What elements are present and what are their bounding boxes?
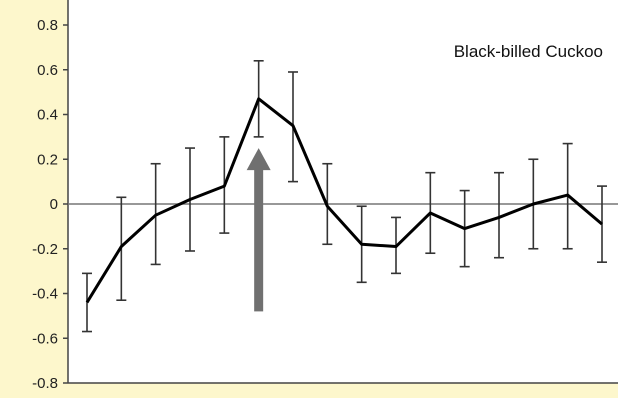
y-tick-label: -0.6: [32, 330, 58, 347]
y-tick-label: 0.4: [37, 107, 58, 124]
annotation-arrow: [246, 148, 271, 312]
arrow-head: [246, 148, 271, 171]
y-tick-label: 0.6: [37, 62, 58, 79]
y-tick-label: 0.8: [37, 17, 58, 34]
y-tick-label: 0.2: [37, 151, 58, 168]
y-tick-label: -0.8: [32, 375, 58, 392]
chart-title: Black-billed Cuckoo: [454, 42, 603, 61]
y-tick-label: -0.4: [32, 286, 58, 303]
arrow-shaft: [254, 168, 264, 312]
y-tick-label: 0: [50, 196, 58, 213]
series-line: [85, 97, 603, 304]
y-tick-label: -0.2: [32, 241, 58, 258]
y-axis: 0.8 0.6 0.4 0.2 0 -0.2 -0.4 -0.6 -0.8: [32, 0, 618, 392]
plot-area: [68, 0, 618, 383]
